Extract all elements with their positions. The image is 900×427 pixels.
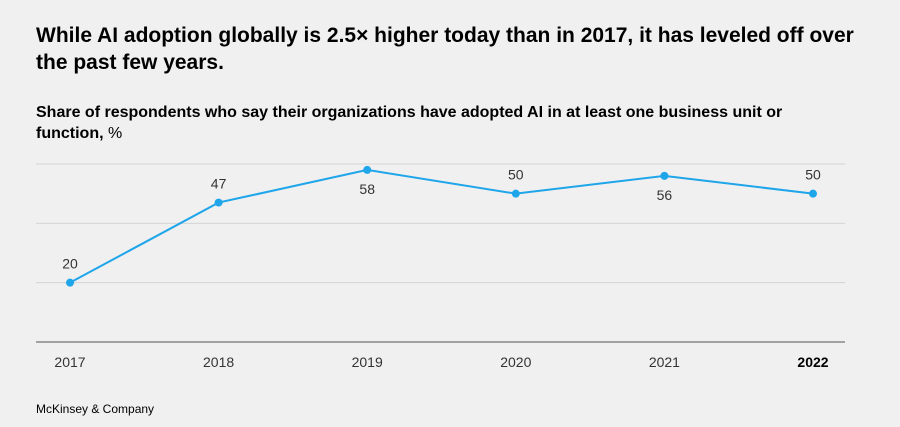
x-axis-labels: 2017 2018 2019 2020 2021 2022 xyxy=(54,354,828,370)
x-tick-label: 2021 xyxy=(649,354,680,370)
x-tick-label: 2018 xyxy=(203,354,234,370)
x-tick-label: 2019 xyxy=(352,354,383,370)
chart-title: While AI adoption globally is 2.5× highe… xyxy=(36,24,854,74)
data-label: 50 xyxy=(805,167,821,183)
subtitle-text: Share of respondents who say their organ… xyxy=(36,104,783,142)
data-point xyxy=(511,189,520,198)
data-point xyxy=(809,189,817,198)
x-tick-label: 2022 xyxy=(797,354,828,370)
chart-subtitle: Share of respondents who say their organ… xyxy=(36,102,836,144)
data-points xyxy=(66,165,817,287)
data-label: 56 xyxy=(657,187,673,203)
subtitle-unit: % xyxy=(108,125,123,142)
data-label: 20 xyxy=(62,256,78,272)
data-label: 50 xyxy=(508,167,524,183)
data-point xyxy=(214,198,223,207)
series-line xyxy=(69,168,814,284)
grid-lines xyxy=(36,163,845,284)
x-tick-label: 2020 xyxy=(500,354,531,370)
data-point xyxy=(66,278,74,287)
data-label: 47 xyxy=(211,176,227,192)
line-chart: 2017 2018 2019 2020 2021 2022 20 47 58 50 56 50 xyxy=(36,163,845,370)
data-point xyxy=(363,165,372,174)
data-label: 58 xyxy=(359,181,375,197)
data-point xyxy=(660,171,669,180)
data-labels: 20 47 58 50 56 50 xyxy=(62,167,821,272)
x-tick-label: 2017 xyxy=(54,354,85,370)
source-credit: McKinsey & Company xyxy=(36,402,155,416)
